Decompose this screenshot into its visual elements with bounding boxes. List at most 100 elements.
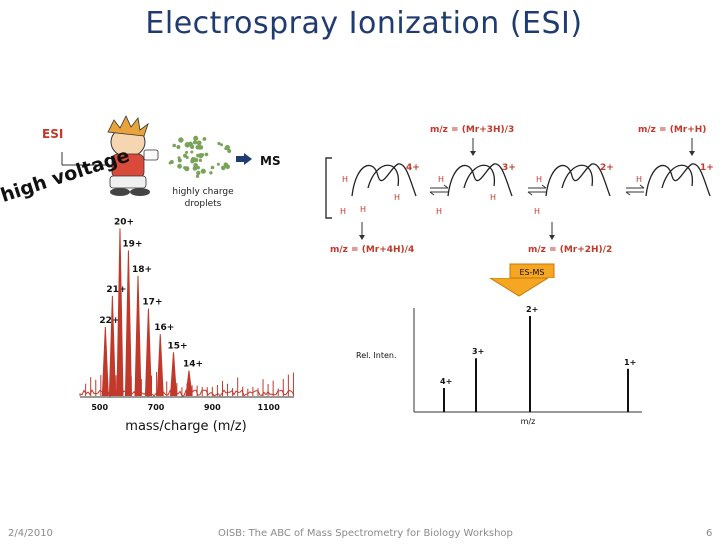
droplet [200,168,206,174]
droplet [217,141,221,146]
droplet [177,158,182,163]
droplet [193,135,199,141]
slide-title: Electrospray Ionization (ESI) [145,6,583,41]
hydrogen-label: H [490,193,496,202]
droplet [221,165,226,171]
peak-label: 15+ [167,341,187,351]
equilibrium-arrow-icon-2 [527,184,547,196]
droplet [227,149,232,153]
footer-page-number: 6 [706,528,713,539]
es-ms-down-arrow-icon [486,277,556,298]
x-tick-label: 900 [204,403,221,412]
bar-label: 4+ [440,377,452,386]
peak-label: 14+ [183,360,203,370]
x-axis-label: m/z [521,417,536,426]
peak-15+ [169,352,177,397]
mz4-arrowhead [359,235,365,240]
equilibrium-arrow-icon-3 [625,184,645,196]
mz2-arrowhead [549,235,555,240]
droplet [202,137,207,141]
droplet [198,158,202,162]
peak-label: 22+ [99,316,119,326]
peak-20+ [116,228,124,397]
es-ms-spectrum-chart: Rel. Inten. m/z 4+ 3+ 2+ 1+ [352,296,652,436]
mz3-arrowhead [470,151,476,156]
hydrogen-label: H [360,205,366,214]
droplet [190,150,194,154]
hydrogen-label: H [438,175,444,184]
peak-label: 19+ [122,239,142,249]
droplet [210,165,215,170]
footer-center: OISB: The ABC of Mass Spectrometry for B… [218,528,513,539]
molecules-group: 4+ H H H H 3+ H H H 2+ H H 1+ H [340,163,714,216]
droplet [224,147,228,150]
hydrogen-label: H [436,207,442,216]
esi-label: ESI [42,127,63,141]
es-ms-spectrum-svg: Rel. Inten. m/z 4+ 3+ 2+ 1+ [356,305,642,426]
molecule-icon-4+: 4+ H H H H [340,163,420,216]
droplet [190,145,194,149]
peak-14+ [185,370,193,397]
droplet [196,140,202,146]
charge-label: 3+ [502,163,516,173]
peak-label: 20+ [114,218,134,228]
droplets-cloud-icon [168,135,232,178]
charge-label: 1+ [700,163,714,173]
droplet [172,143,176,148]
peak-22+ [101,326,109,397]
peak-label: 18+ [132,265,152,275]
droplet [201,153,205,157]
esi-cartoon: ESI highly charge droplets MS [42,115,281,209]
x-tick-label: 700 [148,403,165,412]
x-tick-label: 500 [91,403,108,412]
equilibrium-arrow-icon-1 [429,184,449,196]
droplet [204,152,209,157]
x-tick-label: 1100 [258,403,281,412]
charge-label: 2+ [600,163,614,173]
mz-label-4: m/z = (Mr+4H)/4 [330,245,414,255]
peak-18+ [134,275,142,397]
droplet [197,145,202,150]
molecule-icon-2+: 2+ H H [534,163,614,216]
cartoon-character-icon [107,115,159,196]
droplet [177,163,183,169]
mz-label-3: m/z = (Mr+3H)/3 [430,125,514,135]
droplet [224,163,229,168]
es-ms-label: ES-MS [520,268,545,277]
charge-state-scheme: m/z = (Mr+3H)/3 m/z = (Mr+H) 4+ H H H H 3+ H H H… [320,118,728,279]
footer-date: 2/4/2010 [8,528,53,539]
x-axis-label: mass/charge (m/z) [125,419,246,434]
droplet [190,156,197,163]
droplet [216,162,220,166]
droplet [209,171,213,175]
droplet [196,153,200,158]
droplet [184,166,190,172]
droplet [178,137,184,143]
peak-16+ [156,334,164,397]
bar-label: 1+ [624,358,636,367]
peak-label: 16+ [154,323,174,333]
hydrogen-label: H [340,207,346,216]
droplet [185,150,189,154]
arrow-right-icon [236,153,252,165]
peak-label: 17+ [142,298,162,308]
droplet [176,145,181,149]
hydrogen-label: H [636,175,642,184]
droplet [169,160,174,164]
y-axis-label: Rel. Inten. [356,351,397,360]
esi-spectrum-svg: 22+ 21+ 20+ 19+ 18+ 17+ 16+ 15+ 14+ 500 700 900 1100… [79,218,295,434]
bar-label: 2+ [526,305,538,314]
esi-spectrum-chart: 22+ 21+ 20+ 19+ 18+ 17+ 16+ 15+ 14+ 500 700 900 1100… [68,196,308,436]
droplets-caption-line-1: highly charge [172,187,234,197]
droplets-caption-line-2: droplets [185,199,222,209]
molecule-icon-3+: 3+ H H H [436,163,516,216]
charge-label: 4+ [406,163,420,173]
droplet [220,143,223,147]
hydrogen-label: H [342,175,348,184]
mz1-arrowhead [689,151,695,156]
hydrogen-label: H [534,207,540,216]
droplet [196,165,200,170]
hydrogen-label: H [536,175,542,184]
molecule-icon-1+: 1+ H [636,163,714,197]
